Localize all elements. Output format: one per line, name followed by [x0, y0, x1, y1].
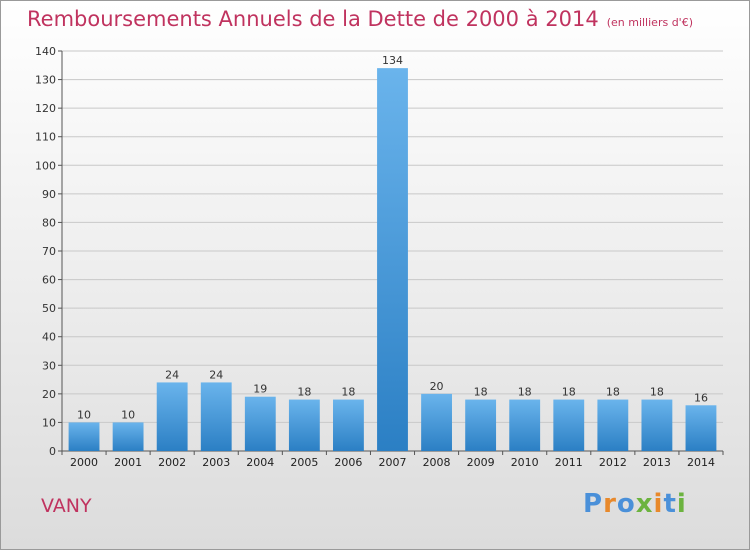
- bar-value-label: 19: [253, 383, 267, 396]
- x-tick-label: 2008: [423, 456, 451, 469]
- bar-value-label: 24: [165, 368, 179, 381]
- y-tick-label: 90: [42, 188, 56, 201]
- y-tick-label: 140: [35, 45, 56, 58]
- bar-value-label: 18: [650, 386, 664, 399]
- bar: [553, 399, 585, 451]
- bar: [333, 399, 364, 451]
- bar-value-label: 18: [518, 386, 532, 399]
- bar: [421, 393, 452, 451]
- bar-value-label: 134: [382, 54, 403, 67]
- y-tick-label: 50: [42, 302, 56, 315]
- proxiti-logo: Proxiti: [583, 489, 687, 519]
- y-tick-label: 10: [42, 416, 56, 429]
- y-tick-label: 30: [42, 359, 56, 372]
- y-tick-label: 110: [35, 131, 56, 144]
- bar-value-label: 16: [694, 391, 708, 404]
- y-tick-label: 80: [42, 216, 56, 229]
- bar: [685, 405, 717, 451]
- bar-value-label: 18: [297, 386, 311, 399]
- y-tick-label: 100: [35, 159, 56, 172]
- bar: [200, 382, 232, 451]
- x-tick-label: 2010: [511, 456, 539, 469]
- y-tick-label: 60: [42, 274, 56, 287]
- x-tick-label: 2012: [599, 456, 627, 469]
- x-tick-label: 2001: [114, 456, 142, 469]
- bar: [288, 399, 320, 451]
- bar: [509, 399, 541, 451]
- x-tick-label: 2005: [290, 456, 318, 469]
- commune-name: VANY: [41, 495, 92, 517]
- y-tick-label: 20: [42, 388, 56, 401]
- bar: [68, 422, 100, 451]
- x-tick-label: 2003: [202, 456, 230, 469]
- bar-value-label: 20: [430, 380, 444, 393]
- bar-value-label: 10: [77, 408, 91, 421]
- unit-label: (en milliers d'€): [606, 16, 693, 29]
- x-tick-label: 2004: [246, 456, 274, 469]
- bar: [244, 396, 276, 451]
- y-tick-label: 0: [49, 445, 56, 458]
- x-tick-label: 2014: [687, 456, 715, 469]
- bar: [465, 399, 497, 451]
- x-tick-label: 2007: [379, 456, 407, 469]
- y-tick-label: 130: [35, 74, 56, 87]
- bar: [112, 422, 144, 451]
- bar-value-label: 18: [341, 386, 355, 399]
- x-tick-label: 2013: [643, 456, 671, 469]
- bar: [641, 399, 673, 451]
- x-tick-label: 2006: [334, 456, 362, 469]
- chart-title: Remboursements Annuels de la Dette de 20…: [27, 7, 693, 31]
- bar-value-label: 18: [474, 386, 488, 399]
- x-tick-label: 2000: [70, 456, 98, 469]
- bar: [597, 399, 629, 451]
- bar-value-label: 24: [209, 368, 223, 381]
- title-text: Remboursements Annuels de la Dette de 20…: [27, 7, 599, 31]
- x-tick-label: 2002: [158, 456, 186, 469]
- bar: [377, 68, 408, 452]
- x-tick-label: 2009: [467, 456, 495, 469]
- y-tick-label: 120: [35, 102, 56, 115]
- bar-value-label: 10: [121, 408, 135, 421]
- y-tick-label: 70: [42, 245, 56, 258]
- y-tick-label: 40: [42, 331, 56, 344]
- x-tick-label: 2011: [555, 456, 583, 469]
- bar: [156, 382, 188, 451]
- bar-value-label: 18: [606, 386, 620, 399]
- bar-value-label: 18: [562, 386, 576, 399]
